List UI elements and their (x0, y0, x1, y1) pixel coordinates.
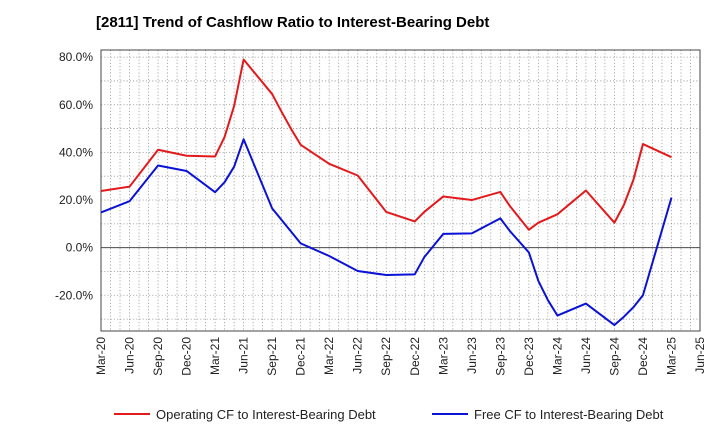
x-tick-label: Jun-23 (465, 337, 479, 374)
y-tick-label: 20.0% (59, 193, 93, 207)
x-tick-label: Jun-20 (123, 337, 137, 374)
x-tick-label: Dec-24 (636, 337, 650, 376)
x-tick-label: Sep-23 (493, 337, 507, 376)
legend-label: Operating CF to Interest-Bearing Debt (156, 407, 376, 422)
chart-title: [2811] Trend of Cashflow Ratio to Intere… (96, 14, 490, 31)
series-line-free-cf (100, 138, 673, 327)
x-tick-label: Dec-21 (294, 337, 308, 376)
x-tick-label: Mar-25 (664, 337, 678, 375)
x-tick-label: Sep-20 (151, 337, 165, 376)
x-tick-label: Dec-22 (408, 337, 422, 376)
y-axis: 80.0% 60.0% 40.0% 20.0% 0.0% -20.0% (55, 50, 93, 302)
x-tick-label: Mar-24 (550, 337, 564, 375)
series (100, 58, 673, 327)
legend-label: Free CF to Interest-Bearing Debt (474, 407, 664, 422)
x-tick-label: Jun-25 (693, 337, 707, 374)
x-tick-label: Sep-24 (607, 337, 621, 376)
x-tick-label: Dec-20 (180, 337, 194, 376)
legend: Operating CF to Interest-Bearing Debt Fre… (114, 407, 664, 422)
x-tick-label: Mar-20 (94, 337, 108, 375)
x-tick-label: Sep-22 (379, 337, 393, 376)
x-tick-label: Mar-22 (322, 337, 336, 375)
y-tick-label: -20.0% (55, 288, 93, 302)
x-tick-label: Jun-24 (579, 337, 593, 374)
x-tick-label: Mar-23 (436, 337, 450, 375)
plot-area (100, 49, 701, 332)
y-tick-label: 0.0% (66, 241, 94, 255)
x-tick-label: Mar-21 (208, 337, 222, 375)
x-tick-label: Jun-21 (237, 337, 251, 374)
series-line-operating-cf (100, 58, 672, 231)
grid (100, 50, 701, 331)
y-tick-label: 40.0% (59, 145, 93, 159)
y-tick-label: 80.0% (59, 50, 93, 64)
x-tick-label: Sep-21 (265, 337, 279, 376)
y-tick-label: 60.0% (59, 98, 93, 112)
x-axis: Mar-20 Jun-20 Sep-20 Dec-20 Mar-21 Jun-21 Sep-… (94, 337, 707, 376)
x-tick-label: Dec-23 (522, 337, 536, 376)
x-tick-label: Jun-22 (351, 337, 365, 374)
